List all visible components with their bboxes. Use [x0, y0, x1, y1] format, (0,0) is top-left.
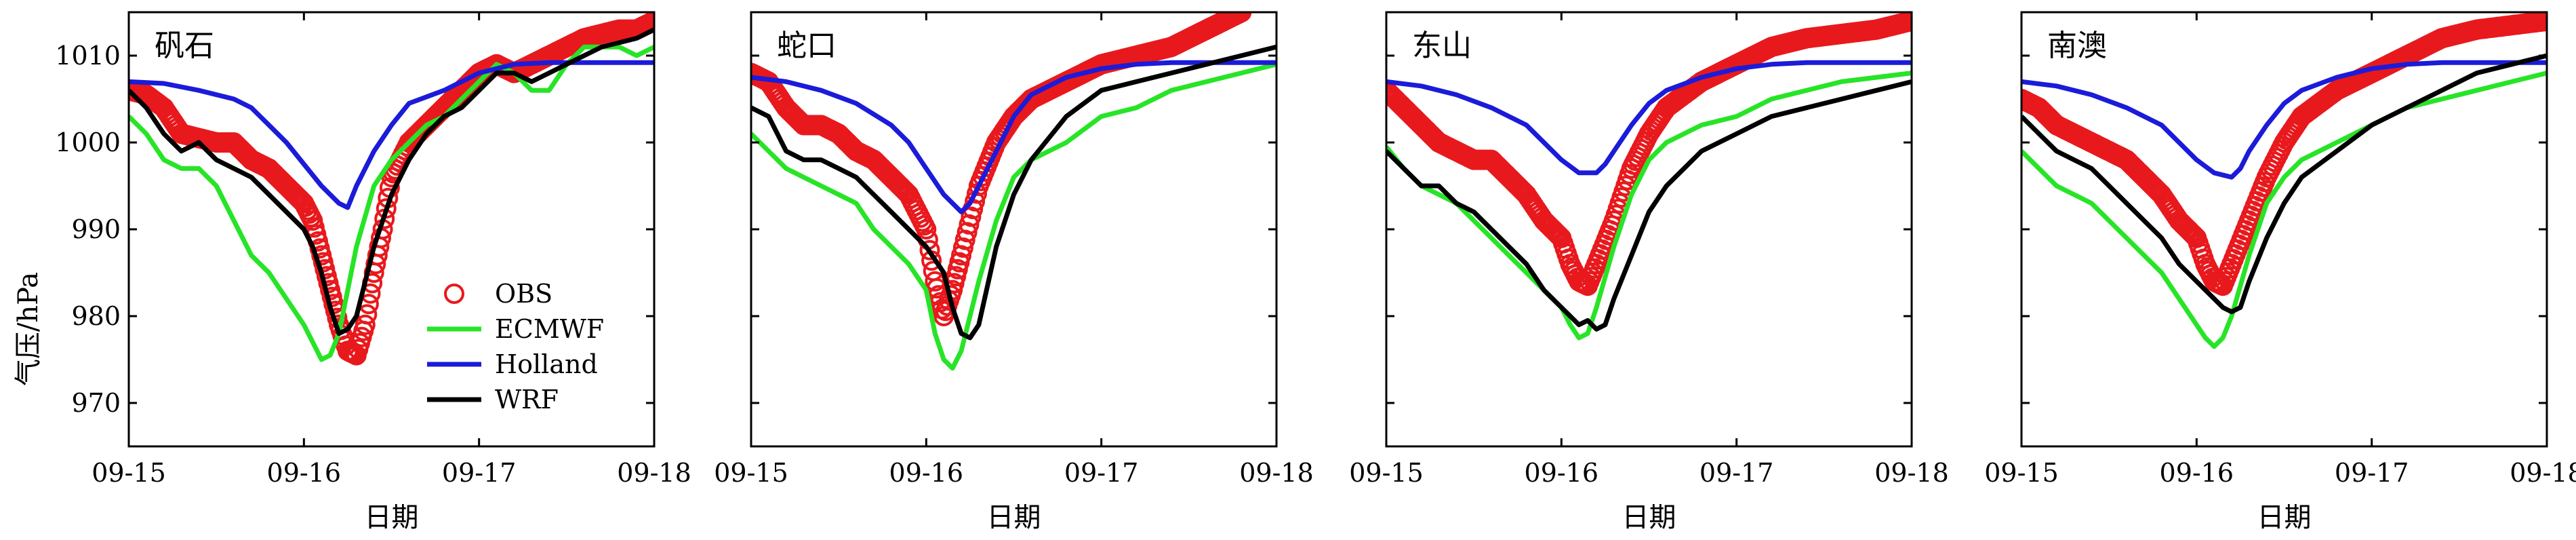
obs-marker — [355, 314, 376, 335]
series-group — [751, 12, 1276, 371]
legend-label: WRF — [495, 385, 559, 414]
panel-title: 南澳 — [2047, 28, 2107, 63]
x-tick-label: 09-15 — [1984, 458, 2059, 488]
x-axis-title: 日期 — [1622, 502, 1676, 533]
legend-obs-marker — [444, 284, 464, 304]
series-wrf-line — [2021, 53, 2547, 315]
series-holland-line — [2021, 60, 2547, 180]
plot-area — [2021, 12, 2547, 446]
panel-4: 09-15 09-16 09-17 09-18 日期 南澳 — [1984, 11, 2576, 533]
x-tick-label: 09-18 — [1239, 458, 1314, 488]
series-obs — [2021, 12, 2547, 296]
x-tick-label: 09-15 — [714, 458, 788, 488]
series-wrf-line — [129, 27, 654, 336]
panel-1: 970 980 990 1000 1010 09-15 09-16 09-17 09-18 日期 矾… — [55, 11, 691, 533]
obs-marker — [916, 219, 937, 239]
obs-marker — [919, 239, 940, 261]
x-tick-label: 09-18 — [617, 458, 691, 488]
y-axis-title: 气压/hPa — [13, 272, 44, 386]
x-tick-label: 09-17 — [1699, 458, 1774, 488]
plot-area — [1386, 12, 1912, 446]
series-holland-line — [129, 60, 654, 210]
panels: 970 980 990 1000 1010 09-15 09-16 09-17 09-18 日期 矾… — [55, 11, 2576, 533]
series-ecmwf-line — [751, 62, 1276, 371]
x-tick-label: 09-18 — [1874, 458, 1949, 488]
y-tick-label: 970 — [71, 388, 121, 418]
plot-area — [751, 12, 1276, 446]
panel-2: 09-15 09-16 09-17 09-18 日期 蛇口 — [714, 11, 1314, 533]
x-tick-label: 09-17 — [2335, 458, 2409, 488]
legend: OBS ECMWF Holland WRF — [427, 279, 604, 414]
x-axis-title: 日期 — [2257, 502, 2312, 533]
legend-label: ECMWF — [495, 314, 604, 344]
obs-marker — [2537, 12, 2547, 31]
legend-label: OBS — [495, 279, 552, 309]
x-tick-label: 09-16 — [889, 458, 964, 488]
obs-marker — [1901, 12, 1912, 31]
x-tick-label: 09-17 — [442, 458, 517, 488]
series-group — [1386, 12, 1912, 341]
obs-marker — [1231, 12, 1252, 22]
x-tick-label: 09-18 — [2510, 458, 2576, 488]
x-tick-label: 09-15 — [1349, 458, 1424, 488]
panel-title: 东山 — [1412, 28, 1472, 63]
series-holland-line — [751, 60, 1276, 214]
panel-title: 蛇口 — [777, 28, 837, 63]
obs-marker — [644, 12, 654, 31]
legend-label: Holland — [495, 349, 598, 379]
x-tick-label: 09-15 — [92, 458, 166, 488]
series-group — [2021, 12, 2547, 349]
series-ecmwf-line — [129, 44, 654, 362]
y-tick-label: 990 — [71, 214, 121, 244]
series-group — [129, 12, 654, 366]
series-holland-line — [1386, 60, 1912, 176]
series-wrf-line — [751, 44, 1276, 341]
y-tick-label: 1000 — [55, 128, 121, 157]
x-tick-label: 09-16 — [267, 458, 342, 488]
y-tick-label: 1010 — [55, 41, 121, 71]
x-axis-title: 日期 — [987, 502, 1041, 533]
panel-3: 09-15 09-16 09-17 09-18 日期 东山 — [1349, 11, 1949, 533]
panel-title: 矾石 — [155, 28, 214, 63]
series-wrf-line — [1386, 79, 1912, 332]
x-tick-label: 09-16 — [1525, 458, 1599, 488]
y-tick-label: 980 — [71, 301, 121, 331]
x-axis-title: 日期 — [365, 502, 419, 533]
x-tick-label: 09-17 — [1064, 458, 1139, 488]
x-tick-label: 09-16 — [2160, 458, 2234, 488]
